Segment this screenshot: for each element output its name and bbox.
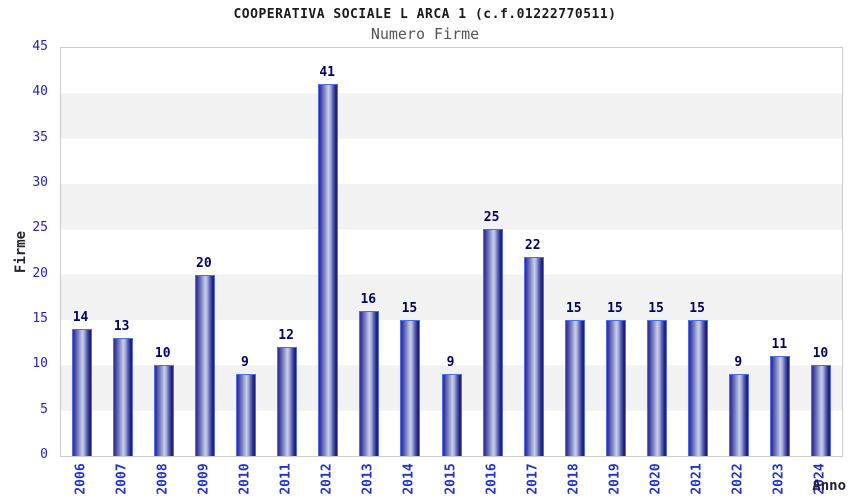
bar-2024 bbox=[811, 365, 832, 456]
bar-value-label: 20 bbox=[196, 255, 212, 271]
bar-2009 bbox=[194, 274, 215, 456]
bar-value-label: 41 bbox=[319, 65, 335, 81]
x-tick-label: 2016 bbox=[484, 463, 500, 495]
x-tick-label: 2018 bbox=[566, 463, 582, 495]
x-tick-label: 2010 bbox=[237, 463, 253, 495]
y-tick-label: 10 bbox=[32, 356, 48, 372]
bar-2019 bbox=[605, 320, 626, 456]
bar-2012 bbox=[318, 84, 339, 456]
x-tick-label: 2022 bbox=[730, 463, 746, 495]
bar-2013 bbox=[359, 310, 380, 456]
bar-2006 bbox=[71, 329, 92, 456]
bar-value-label: 9 bbox=[446, 355, 455, 371]
bar-value-label: 14 bbox=[72, 310, 89, 326]
bar-2020 bbox=[647, 320, 668, 456]
y-tick-label: 40 bbox=[32, 84, 48, 100]
bar-2022 bbox=[729, 374, 750, 456]
bar-value-label: 15 bbox=[689, 301, 705, 316]
y-tick-label: 0 bbox=[40, 447, 48, 462]
y-tick-label: 30 bbox=[32, 175, 48, 190]
x-tick-label: 2021 bbox=[689, 463, 705, 495]
bar-2011 bbox=[277, 347, 298, 456]
x-tick-label: 2009 bbox=[196, 463, 212, 495]
x-tick-label: 2023 bbox=[771, 463, 787, 495]
bar-value-label: 10 bbox=[154, 346, 171, 362]
bar-2018 bbox=[564, 320, 585, 456]
x-tick-label: 2017 bbox=[525, 463, 541, 495]
x-tick-label: 2012 bbox=[319, 463, 335, 495]
y-tick-label: 20 bbox=[32, 265, 48, 281]
chart-subtitle: Numero Firme bbox=[370, 25, 480, 43]
bar-2015 bbox=[441, 374, 462, 456]
bar-2017 bbox=[523, 256, 544, 456]
bar-value-label: 16 bbox=[360, 291, 377, 307]
y-tick-label: 5 bbox=[40, 401, 48, 417]
bar-2014 bbox=[400, 320, 421, 456]
x-tick-label: 2014 bbox=[401, 463, 417, 495]
chart-title: COOPERATIVA SOCIALE L ARCA 1 (c.f.012227… bbox=[233, 7, 617, 22]
plot-area bbox=[60, 47, 843, 457]
x-tick-label: 2011 bbox=[278, 463, 294, 495]
x-tick-label: 2008 bbox=[155, 463, 171, 495]
y-tick-label: 25 bbox=[32, 220, 48, 236]
bar-2008 bbox=[153, 365, 174, 456]
bar-value-label: 15 bbox=[565, 301, 582, 316]
x-tick-label: 2015 bbox=[443, 463, 458, 495]
bar-value-label: 10 bbox=[812, 346, 829, 362]
bar-value-label: 22 bbox=[524, 237, 541, 253]
bar-2016 bbox=[482, 229, 503, 456]
bar-value-label: 15 bbox=[401, 301, 418, 316]
bar-value-label: 25 bbox=[483, 210, 500, 226]
y-tick-label: 15 bbox=[32, 311, 48, 326]
bar-2023 bbox=[770, 356, 791, 456]
bar-value-label: 15 bbox=[648, 301, 664, 316]
bar-2007 bbox=[112, 338, 133, 456]
bar-value-label: 12 bbox=[278, 328, 294, 344]
bar-value-label: 9 bbox=[241, 355, 249, 371]
x-tick-label: 2019 bbox=[607, 463, 623, 495]
x-tick-label: 2020 bbox=[648, 463, 664, 495]
bar-2021 bbox=[688, 320, 709, 456]
bar-value-label: 15 bbox=[607, 301, 623, 316]
x-axis-title: Anno bbox=[812, 478, 846, 494]
bar-value-label: 13 bbox=[113, 319, 130, 335]
x-tick-label: 2006 bbox=[73, 463, 89, 495]
bar-value-label: 9 bbox=[734, 355, 743, 371]
x-tick-label: 2013 bbox=[360, 463, 376, 495]
y-tick-label: 45 bbox=[32, 39, 48, 54]
x-tick-label: 2007 bbox=[114, 463, 130, 495]
bar-value-label: 11 bbox=[771, 337, 788, 353]
bar-2010 bbox=[235, 374, 256, 456]
y-tick-label: 35 bbox=[32, 129, 48, 145]
